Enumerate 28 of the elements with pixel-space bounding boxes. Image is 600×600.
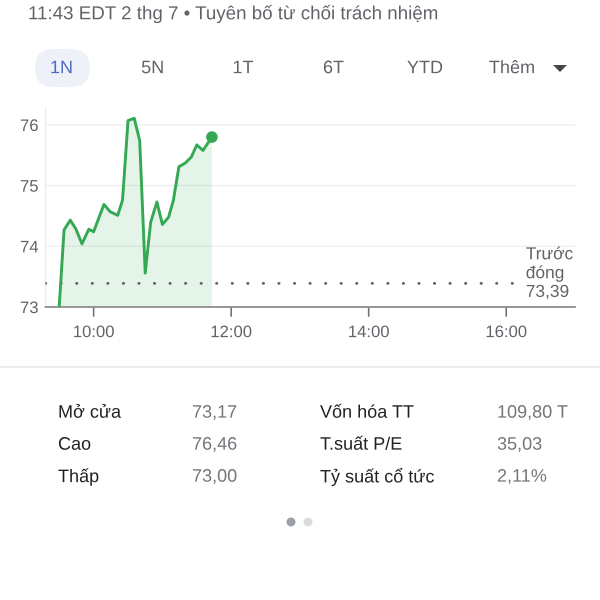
text: 73,17 xyxy=(192,405,236,420)
text: 1N xyxy=(51,60,72,74)
text: T.suất P/E xyxy=(320,436,402,450)
ref-line-label: Trước đóng 73,39 xyxy=(526,246,573,300)
x-tick-label: 10:00 xyxy=(74,325,114,338)
text: 6T xyxy=(324,60,344,74)
text: Cao xyxy=(58,437,90,450)
text: 5N xyxy=(142,60,163,74)
chart-title: 11:43 EDT 2 thg 7 • Tuyên bố từ chối trách nhiệm xyxy=(29,4,438,24)
text: Thấp xyxy=(58,468,98,486)
x-tick-label: 16:00 xyxy=(486,325,526,338)
y-tick-label: 73 xyxy=(20,301,38,314)
y-tick-label: 74 xyxy=(20,240,38,252)
text: Mở cửa xyxy=(59,404,122,418)
text: 76,46 xyxy=(192,437,236,452)
text: 73,00 xyxy=(192,469,236,484)
y-tick-label: 76 xyxy=(20,119,38,132)
text: 2,11% xyxy=(498,469,546,484)
text: Thêm xyxy=(489,60,534,74)
text: Tỷ suất cổ tức xyxy=(320,468,434,486)
x-tick-label: 14:00 xyxy=(349,325,389,338)
y-tick-label: 75 xyxy=(20,180,38,192)
text: Vốn hóa TT xyxy=(320,404,414,418)
text: 35,03 xyxy=(498,437,542,452)
text: 1T xyxy=(234,60,254,74)
x-tick-label: 12:00 xyxy=(212,325,252,338)
text: YTD xyxy=(407,60,442,74)
text: 109,80 T xyxy=(498,405,568,420)
